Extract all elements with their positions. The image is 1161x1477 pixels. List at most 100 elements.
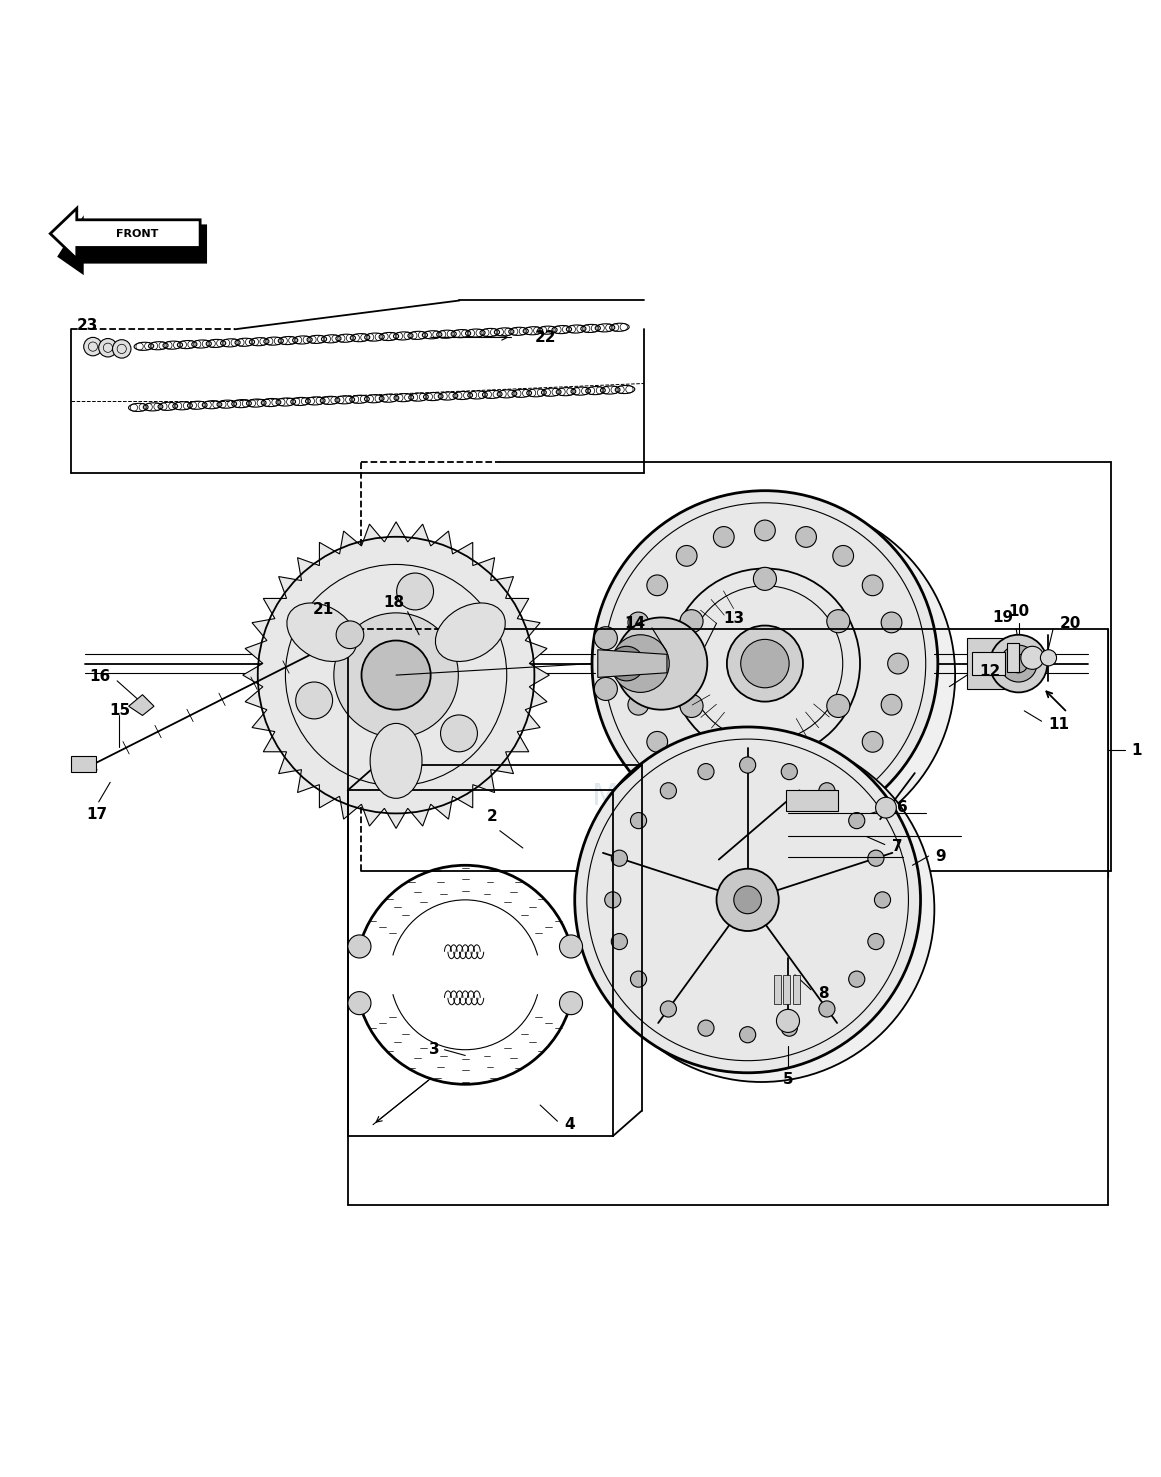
- Circle shape: [677, 545, 697, 566]
- Circle shape: [881, 694, 902, 715]
- Circle shape: [827, 694, 850, 718]
- Circle shape: [610, 647, 644, 681]
- Text: 5: 5: [783, 1072, 793, 1087]
- Polygon shape: [50, 208, 200, 258]
- Circle shape: [615, 617, 707, 709]
- Circle shape: [605, 892, 621, 908]
- Circle shape: [777, 1009, 800, 1032]
- Text: 16: 16: [89, 669, 110, 684]
- Circle shape: [612, 635, 669, 693]
- Circle shape: [560, 935, 583, 959]
- Ellipse shape: [370, 724, 421, 799]
- Circle shape: [680, 694, 704, 718]
- Circle shape: [740, 1027, 756, 1043]
- Circle shape: [610, 502, 956, 848]
- Circle shape: [296, 682, 332, 719]
- Circle shape: [680, 610, 704, 632]
- Circle shape: [781, 1021, 798, 1037]
- Circle shape: [348, 991, 372, 1015]
- Circle shape: [734, 886, 762, 914]
- Ellipse shape: [435, 603, 505, 662]
- Circle shape: [849, 812, 865, 829]
- Circle shape: [698, 764, 714, 780]
- Text: 14: 14: [623, 616, 646, 631]
- Text: 3: 3: [430, 1043, 440, 1058]
- Circle shape: [753, 737, 777, 759]
- Text: 20: 20: [1060, 616, 1081, 631]
- Circle shape: [1021, 647, 1044, 669]
- Circle shape: [755, 786, 776, 806]
- Ellipse shape: [287, 603, 356, 662]
- Circle shape: [819, 1001, 835, 1018]
- Text: 8: 8: [819, 985, 829, 1001]
- Bar: [786, 790, 837, 811]
- Text: 19: 19: [993, 610, 1014, 625]
- Circle shape: [819, 783, 835, 799]
- Circle shape: [594, 678, 618, 700]
- Circle shape: [755, 520, 776, 541]
- Circle shape: [647, 575, 668, 595]
- Circle shape: [832, 761, 853, 781]
- Text: 12: 12: [980, 665, 1001, 679]
- Circle shape: [612, 851, 627, 867]
- Polygon shape: [243, 521, 549, 829]
- Text: 15: 15: [109, 703, 130, 718]
- Circle shape: [713, 780, 734, 801]
- Circle shape: [740, 756, 756, 772]
- Circle shape: [832, 545, 853, 566]
- Text: 9: 9: [936, 849, 946, 864]
- Text: 2: 2: [486, 809, 498, 824]
- Circle shape: [677, 761, 697, 781]
- Circle shape: [727, 626, 803, 702]
- Text: 21: 21: [312, 603, 334, 617]
- Bar: [784, 975, 791, 1003]
- Text: 4: 4: [564, 1117, 575, 1133]
- Circle shape: [661, 783, 677, 799]
- Circle shape: [99, 338, 117, 357]
- Circle shape: [827, 610, 850, 632]
- Circle shape: [753, 567, 777, 591]
- Circle shape: [560, 991, 583, 1015]
- Circle shape: [888, 653, 908, 674]
- Text: 23: 23: [77, 319, 99, 334]
- Circle shape: [989, 635, 1047, 693]
- Circle shape: [594, 626, 618, 650]
- Circle shape: [628, 694, 649, 715]
- Circle shape: [361, 641, 431, 709]
- Text: 7: 7: [892, 839, 902, 854]
- Circle shape: [628, 611, 649, 632]
- Bar: [793, 975, 800, 1003]
- Circle shape: [781, 764, 798, 780]
- Text: OEM: OEM: [629, 724, 763, 775]
- Circle shape: [440, 715, 477, 752]
- Circle shape: [348, 935, 372, 959]
- Circle shape: [741, 640, 789, 688]
- Circle shape: [113, 340, 131, 357]
- Circle shape: [881, 611, 902, 632]
- Circle shape: [874, 892, 890, 908]
- Circle shape: [592, 490, 938, 836]
- Circle shape: [698, 1021, 714, 1037]
- Text: 13: 13: [723, 611, 744, 626]
- Circle shape: [630, 970, 647, 987]
- Circle shape: [575, 727, 921, 1072]
- Circle shape: [867, 933, 884, 950]
- Circle shape: [334, 613, 459, 737]
- Circle shape: [630, 812, 647, 829]
- Circle shape: [1040, 650, 1057, 666]
- Text: MOTORPARTS: MOTORPARTS: [592, 781, 800, 811]
- Text: 6: 6: [897, 801, 908, 815]
- Circle shape: [621, 653, 642, 674]
- Polygon shape: [129, 694, 154, 715]
- Circle shape: [337, 620, 363, 648]
- Text: 18: 18: [383, 595, 404, 610]
- Circle shape: [589, 736, 935, 1083]
- Text: 10: 10: [1008, 604, 1029, 619]
- Text: 22: 22: [534, 329, 556, 344]
- Circle shape: [84, 337, 102, 356]
- Bar: [967, 638, 1010, 688]
- Circle shape: [716, 868, 779, 931]
- Circle shape: [863, 731, 884, 752]
- Polygon shape: [57, 216, 207, 275]
- Circle shape: [863, 575, 884, 595]
